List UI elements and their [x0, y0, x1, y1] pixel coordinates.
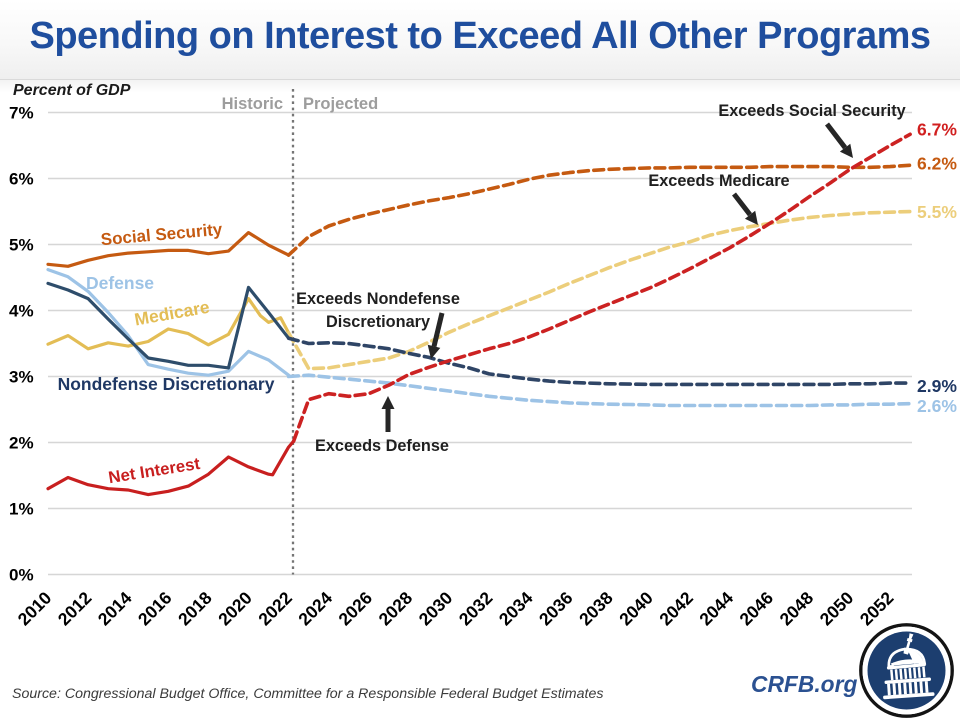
svg-text:2026: 2026 [334, 588, 376, 630]
svg-text:2032: 2032 [455, 588, 497, 630]
svg-text:0%: 0% [9, 566, 34, 585]
svg-text:2040: 2040 [615, 588, 657, 630]
svg-text:6.2%: 6.2% [917, 154, 957, 174]
svg-text:2014: 2014 [94, 588, 136, 630]
svg-text:2.9%: 2.9% [917, 376, 957, 396]
svg-text:5.5%: 5.5% [917, 202, 957, 222]
svg-text:6.7%: 6.7% [917, 120, 957, 140]
svg-text:2048: 2048 [776, 588, 818, 630]
svg-text:Defense: Defense [86, 273, 154, 293]
svg-text:6%: 6% [9, 170, 34, 189]
svg-text:1%: 1% [9, 500, 34, 519]
svg-text:2024: 2024 [294, 588, 336, 630]
svg-text:Discretionary: Discretionary [326, 313, 430, 331]
svg-text:7%: 7% [9, 104, 34, 123]
svg-text:2%: 2% [9, 434, 34, 453]
svg-text:2018: 2018 [174, 588, 216, 630]
svg-text:Projected: Projected [303, 95, 378, 113]
svg-text:2044: 2044 [695, 588, 737, 630]
svg-text:2022: 2022 [254, 588, 296, 630]
svg-text:2010: 2010 [14, 588, 56, 630]
svg-text:2038: 2038 [575, 588, 617, 630]
svg-text:Net Interest: Net Interest [107, 454, 202, 487]
svg-text:Nondefense Discretionary: Nondefense Discretionary [58, 374, 275, 394]
svg-text:2050: 2050 [816, 588, 858, 630]
svg-text:3%: 3% [9, 368, 34, 387]
svg-text:2030: 2030 [415, 588, 457, 630]
svg-text:Historic: Historic [222, 95, 283, 113]
svg-text:2042: 2042 [655, 588, 697, 630]
svg-text:2036: 2036 [535, 588, 577, 630]
svg-text:2020: 2020 [214, 588, 256, 630]
svg-text:2046: 2046 [735, 588, 777, 630]
svg-text:2028: 2028 [375, 588, 417, 630]
svg-text:Exceeds Social Security: Exceeds Social Security [718, 102, 905, 120]
svg-text:Exceeds Medicare: Exceeds Medicare [648, 172, 789, 190]
svg-text:2.6%: 2.6% [917, 396, 957, 416]
svg-text:2016: 2016 [134, 588, 176, 630]
svg-text:Exceeds Defense: Exceeds Defense [315, 437, 449, 455]
svg-text:2012: 2012 [54, 588, 96, 630]
svg-text:4%: 4% [9, 302, 34, 321]
svg-text:Exceeds Nondefense: Exceeds Nondefense [296, 290, 460, 308]
svg-text:2034: 2034 [495, 588, 537, 630]
svg-text:2052: 2052 [856, 588, 898, 630]
svg-text:Medicare: Medicare [133, 297, 211, 330]
svg-text:5%: 5% [9, 236, 34, 255]
